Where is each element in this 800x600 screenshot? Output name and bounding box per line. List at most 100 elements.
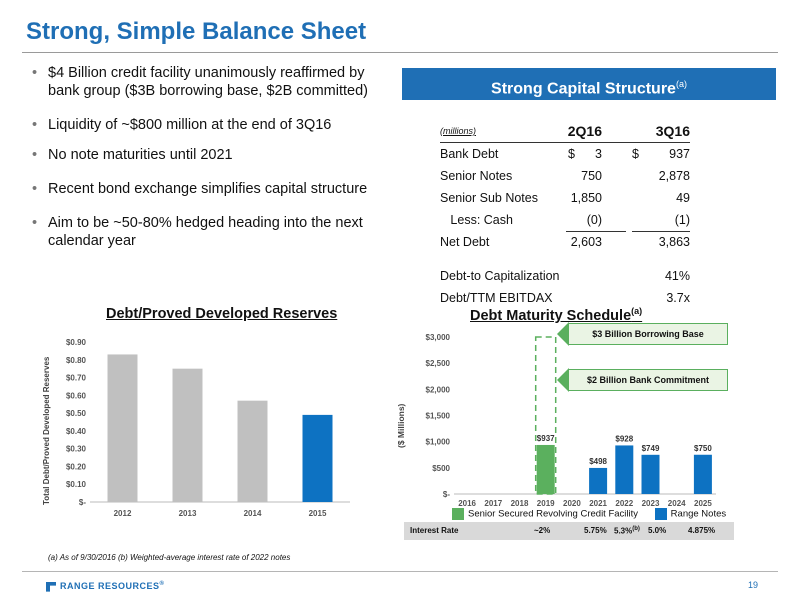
x-tick-label: 2019 <box>537 499 555 508</box>
interest-rate-value: 5.75% <box>584 526 607 535</box>
x-tick-label: 2022 <box>615 499 633 508</box>
ratio-label: Debt-to Capitalization <box>440 269 560 283</box>
data-label: $937 <box>537 434 555 443</box>
value-3q16: (1) <box>674 213 690 227</box>
bar-2012 <box>107 354 138 502</box>
ratio-label: Debt/TTM EBITDAX <box>440 291 553 305</box>
row-label: Less: Cash <box>440 213 513 227</box>
interest-rate-value: 5.3%(b) <box>614 526 640 536</box>
ratio-value: 3.7x <box>666 291 690 305</box>
bullet-list: $4 Billion credit facility unanimously r… <box>30 64 390 264</box>
y-tick-label: $0.20 <box>66 462 87 471</box>
value-3q16: 3,863 <box>658 235 690 249</box>
row-label: Senior Notes <box>440 169 513 183</box>
legend-label-notes: Range Notes <box>670 508 727 520</box>
x-tick-label: 2015 <box>309 509 327 518</box>
bar-2023 <box>641 454 660 494</box>
value-3q16: 2,878 <box>658 169 690 183</box>
value-2q16: 1,850 <box>570 191 602 205</box>
callout-pointer <box>557 368 569 392</box>
currency-symbol: $ <box>632 147 639 161</box>
debt-maturity-ylabel: ($ Millions) <box>396 403 406 448</box>
row-label: Senior Sub Notes <box>440 191 538 205</box>
x-tick-label: 2014 <box>244 509 262 518</box>
legend-swatch-revolver <box>452 508 464 520</box>
ratio-row: Debt/TTM EBITDAX 3.7x <box>440 287 690 309</box>
table-header-row: (millions) 2Q16 3Q16 <box>440 120 690 143</box>
y-tick-label: $0.90 <box>66 338 87 347</box>
y-tick-label: $2,500 <box>426 359 451 368</box>
x-tick-label: 2024 <box>668 499 686 508</box>
x-tick-label: 2016 <box>458 499 476 508</box>
value-2q16: 750 <box>581 169 602 183</box>
page-title: Strong, Simple Balance Sheet <box>26 18 367 45</box>
company-logo: RANGE RESOURCES® <box>46 581 164 592</box>
bullet-item: $4 Billion credit facility unanimously r… <box>30 64 390 100</box>
value-3q16: 49 <box>676 191 690 205</box>
debt-reserves-title: Debt/Proved Developed Reserves <box>106 306 338 322</box>
x-tick-label: 2021 <box>589 499 607 508</box>
x-tick-label: 2018 <box>511 499 529 508</box>
interest-rate-label: Interest Rate <box>410 526 459 535</box>
borrowing-base-callout: $3 Billion Borrowing Base <box>568 323 728 345</box>
units-label: (millions) <box>440 126 476 136</box>
table-row: Net Debt 2,603 3,863 <box>440 231 690 253</box>
value-3q16: 937 <box>669 147 690 161</box>
y-tick-label: $- <box>79 498 86 507</box>
legend-label-revolver: Senior Secured Revolving Credit Facility <box>468 508 639 520</box>
y-tick-label: $0.80 <box>66 356 87 365</box>
x-tick-label: 2020 <box>563 499 581 508</box>
value-2q16: 3 <box>595 147 602 161</box>
bar-2021 <box>589 467 608 494</box>
y-tick-label: $0.60 <box>66 391 87 400</box>
bullet-item: Aim to be ~50-80% hedged heading into th… <box>30 214 390 250</box>
debt-maturity-title-text: Debt Maturity Schedule <box>470 307 632 324</box>
x-tick-label: 2013 <box>179 509 197 518</box>
footer-divider <box>22 571 778 572</box>
y-tick-label: $0.50 <box>66 409 87 418</box>
interest-rate-value: 5.0% <box>648 526 667 535</box>
data-label: $750 <box>694 444 712 453</box>
subtotal-rule <box>566 231 626 232</box>
debt-maturity-title: Debt Maturity Schedule(a) <box>470 306 642 324</box>
capital-structure-title: Strong Capital Structure <box>491 80 676 98</box>
page-number: 19 <box>748 580 759 590</box>
table-row: Less: Cash (0) (1) <box>440 209 690 232</box>
y-tick-label: $0.70 <box>66 374 87 383</box>
borrowing-base-outline <box>534 336 557 495</box>
y-tick-label: $- <box>443 490 450 499</box>
bullet-item: Liquidity of ~$800 million at the end of… <box>30 116 390 134</box>
logo-mark-icon <box>46 581 56 592</box>
x-tick-label: 2023 <box>642 499 660 508</box>
debt-maturity-title-note: (a) <box>631 306 643 316</box>
currency-symbol: $ <box>568 147 575 161</box>
table-row: Senior Sub Notes 1,850 49 <box>440 187 690 209</box>
y-tick-label: $1,000 <box>426 438 451 447</box>
capital-structure-header: Strong Capital Structure(a) <box>402 68 776 100</box>
table-row: Senior Notes 750 2,878 <box>440 165 690 187</box>
y-tick-label: $2,000 <box>426 385 451 394</box>
value-2q16: (0) <box>586 213 602 227</box>
debt-reserves-chart: $- $0.10 $0.20 $0.30 $0.40 $0.50 $0.60 $0.70 $0.… <box>66 338 350 518</box>
x-tick-label: 2025 <box>694 499 712 508</box>
bar-2022 <box>615 445 634 494</box>
bar-2014 <box>237 400 268 502</box>
interest-rate-value: 4.875% <box>688 526 716 535</box>
bar-2025 <box>693 454 712 494</box>
subtotal-rule <box>632 231 690 232</box>
x-tick-label: 2017 <box>484 499 502 508</box>
footnote: (a) As of 9/30/2016 (b) Weighted-average… <box>48 553 291 562</box>
capital-structure-note: (a) <box>675 79 687 89</box>
y-tick-label: $0.30 <box>66 445 87 454</box>
bank-commitment-callout: $2 Billion Bank Commitment <box>568 369 728 391</box>
column-header-2q16: 2Q16 <box>567 123 602 139</box>
legend-swatch-notes <box>654 508 667 520</box>
bullet-item: No note maturities until 2021 <box>30 146 390 164</box>
bar-2015 <box>302 414 333 502</box>
y-tick-label: $1,500 <box>426 412 451 421</box>
y-tick-label: $0.10 <box>66 480 87 489</box>
bullet-item: Recent bond exchange simplifies capital … <box>30 180 390 198</box>
title-divider <box>22 52 778 53</box>
ratio-value: 41% <box>664 269 690 283</box>
bar-2013 <box>172 368 203 502</box>
